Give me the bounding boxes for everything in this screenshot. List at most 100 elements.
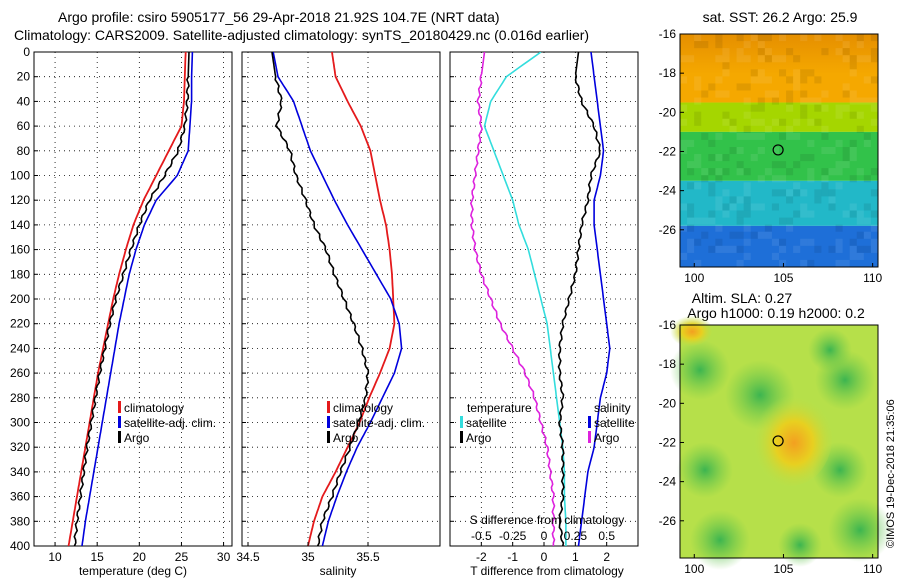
sst-pixel <box>694 217 702 225</box>
sst-pixel <box>849 97 857 105</box>
sst-pixel <box>715 154 723 162</box>
map-y-tick-label: -18 <box>659 357 677 371</box>
sst-pixel <box>736 231 744 239</box>
sst-pixel <box>807 238 815 246</box>
sst-pixel <box>835 34 843 42</box>
x-tick-label: 10 <box>48 550 62 564</box>
sla-map-frame <box>679 324 879 559</box>
sst-pixel <box>856 97 864 105</box>
sst-pixel <box>849 146 857 155</box>
sst-pixel <box>849 245 857 253</box>
sst-pixel <box>764 55 772 63</box>
legend-swatch-t-satellite <box>460 416 463 428</box>
sst-pixel <box>786 189 794 197</box>
sst-pixel <box>842 161 850 169</box>
sst-pixel <box>708 83 716 91</box>
sst-pixel <box>743 111 751 119</box>
y-tick-label: 400 <box>10 539 30 553</box>
sst-pixel <box>778 238 787 246</box>
legend-label-climatology: climatology <box>333 401 393 415</box>
sst-pixel <box>736 55 744 63</box>
y-tick-label: 340 <box>10 465 30 479</box>
sst-pixel <box>786 90 794 98</box>
salinity-panel: 34.5 35 35.5 salinity climatology satellit… <box>236 51 441 578</box>
sst-pixel <box>729 196 737 204</box>
sst-pixel <box>687 161 695 169</box>
map-x-tick-label: 105 <box>773 562 793 576</box>
map-y-tick-label: -24 <box>659 475 677 489</box>
sst-pixel <box>800 111 808 119</box>
legend-swatch-satellite <box>118 416 121 428</box>
sst-pixel <box>757 41 765 49</box>
sst-band <box>680 102 878 132</box>
sst-map-frame <box>679 33 879 268</box>
sst-pixel <box>764 125 772 133</box>
sst-pixel <box>786 48 794 56</box>
sst-pixel <box>680 203 688 211</box>
sst-pixel <box>757 76 765 84</box>
sst-pixel <box>708 245 716 253</box>
y-tick-label: 180 <box>10 267 30 281</box>
sst-pixel <box>863 231 871 239</box>
sst-pixel <box>757 34 765 42</box>
sst-pixel <box>835 161 843 169</box>
sst-pixel <box>771 118 780 126</box>
sst-pixel <box>842 90 850 98</box>
x-tick-label: 35 <box>301 550 315 564</box>
legend-label-climatology: climatology <box>124 401 184 415</box>
sst-pixel <box>757 203 765 211</box>
y-tick-label: 0 <box>23 45 30 59</box>
x-tick-label: -2 <box>476 550 487 564</box>
map-y-tick-label: -20 <box>659 396 677 410</box>
sst-pixel <box>856 252 864 260</box>
sst-pixel <box>701 132 709 140</box>
sst-pixel <box>835 111 843 119</box>
sst-pixel <box>821 90 829 98</box>
sst-pixel <box>687 224 695 232</box>
sst-pixel <box>793 69 801 77</box>
series-line-s-argo <box>469 52 556 546</box>
sst-pixel <box>715 132 723 140</box>
x-tick-label: -1 <box>507 550 518 564</box>
sst-pixel <box>680 76 688 84</box>
sst-pixel <box>715 245 723 253</box>
map-y-tick-label: -22 <box>659 435 677 449</box>
legend-label-argo: Argo <box>333 431 359 445</box>
sst-pixel <box>793 161 801 169</box>
sst-pixel <box>694 97 702 105</box>
map-y-tick-label: -26 <box>659 223 677 237</box>
map-y-tick-label: -20 <box>659 105 677 119</box>
series-line-t-argo <box>557 52 601 546</box>
difference-ticks: -2 -1 0 1 2 -0.5 -0.25 0 0.25 0.5 <box>450 51 615 564</box>
sst-pixel <box>722 111 730 119</box>
sst-pixel <box>694 118 702 126</box>
sst-pixel <box>835 259 843 268</box>
sst-pixel <box>793 83 801 91</box>
sst-pixel <box>807 259 815 268</box>
sst-pixel <box>856 231 864 239</box>
x-tick-label: 34.5 <box>236 550 260 564</box>
sst-pixel <box>722 90 730 98</box>
sst-map-image <box>680 34 878 268</box>
sst-pixel <box>856 111 864 119</box>
legend-swatch-argo <box>327 431 330 443</box>
sst-pixel <box>722 154 730 162</box>
sst-pixel <box>715 41 723 49</box>
sst-pixel <box>786 125 794 133</box>
sst-pixel <box>863 245 871 253</box>
sst-pixel <box>750 154 758 162</box>
y-tick-label: 360 <box>10 490 30 504</box>
sst-pixel <box>786 196 794 204</box>
sst-pixel <box>778 217 787 225</box>
sst-pixel <box>764 34 772 42</box>
imos-watermark: ©IMOS 19-Dec-2018 21:35:06 <box>885 399 897 548</box>
sst-pixel <box>870 97 878 105</box>
salinity-legend: climatology satellite-adj. clim. Argo <box>327 401 425 445</box>
map-x-tick-label: 110 <box>863 271 882 285</box>
legend-label-argo: Argo <box>124 431 150 445</box>
sst-pixel <box>793 245 801 253</box>
sst-pixel <box>736 161 744 169</box>
sst-pixel <box>694 34 702 42</box>
sst-pixel <box>786 132 794 140</box>
sst-pixel <box>708 182 716 190</box>
